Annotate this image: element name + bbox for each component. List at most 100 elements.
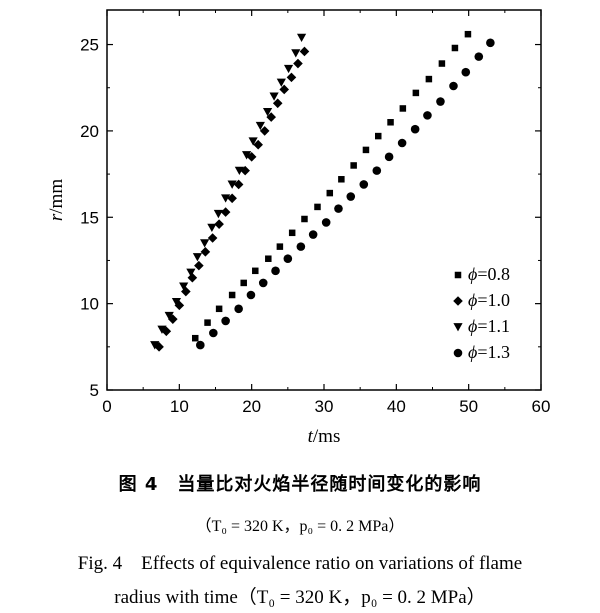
data-point-triangle-down (296, 33, 307, 43)
x-tick-label: 50 (459, 397, 478, 416)
legend-value: =1.1 (477, 316, 510, 336)
data-point-triangle-down (291, 49, 301, 58)
data-point-circle (397, 138, 407, 148)
data-point-circle (283, 254, 293, 264)
data-point-diamond (279, 84, 290, 95)
x-tick-label: 30 (315, 397, 334, 416)
data-point-diamond (181, 286, 191, 297)
data-point-circle (423, 111, 432, 120)
data-point-triangle-down (234, 166, 244, 176)
legend-symbol: ϕ (468, 342, 477, 362)
series-layer (150, 30, 495, 352)
data-point-square (314, 203, 321, 211)
legend-label: ϕ=1.3 (468, 342, 510, 362)
data-point-circle (486, 38, 495, 48)
data-point-diamond (168, 314, 178, 324)
data-point-diamond (227, 193, 237, 204)
data-point-square (412, 89, 420, 97)
data-point-circle (410, 124, 420, 134)
data-point-triangle-down (186, 268, 196, 277)
y-tick-label: 20 (80, 122, 99, 141)
data-point-diamond (207, 233, 218, 243)
data-point-square (240, 279, 247, 287)
data-point-triangle-down (164, 311, 174, 321)
data-point-square (288, 229, 296, 237)
data-point-circle (209, 328, 218, 338)
data-point-triangle-down (192, 253, 203, 262)
data-point-circle (258, 278, 268, 288)
y-tick-label: 5 (90, 381, 99, 400)
data-point-triangle-down (276, 78, 286, 87)
data-point-triangle-down (242, 151, 252, 160)
data-point-circle (436, 97, 445, 106)
legend-marker-circle (453, 348, 463, 358)
x-tick-label: 20 (242, 397, 261, 416)
data-point-square (338, 176, 345, 183)
data-point-diamond (200, 247, 211, 257)
legend-value: =1.0 (477, 290, 510, 310)
data-point-diamond (214, 219, 224, 229)
data-point-square (375, 132, 382, 140)
data-point-square (362, 146, 370, 154)
data-point-triangle-down (227, 180, 237, 189)
data-point-triangle-down (213, 209, 223, 219)
data-point-triangle-down (262, 107, 273, 117)
data-point-triangle-down (200, 239, 210, 248)
figure-caption-chinese: 图 4 当量比对火焰半径随时间变化的影响 (118, 474, 482, 495)
data-point-diamond (194, 260, 204, 271)
data-point-triangle-down (150, 341, 160, 350)
data-point-circle (372, 166, 382, 175)
legend-symbol: ϕ (468, 290, 477, 310)
data-point-square (252, 267, 259, 275)
data-point-diamond (220, 207, 231, 217)
data-point-square (265, 255, 272, 262)
x-tick-label: 0 (102, 397, 111, 416)
legend: ϕ=0.8ϕ=1.0ϕ=1.1ϕ=1.3 (453, 264, 510, 362)
data-point-circle (234, 304, 243, 314)
data-point-circle (359, 180, 369, 189)
data-point-diamond (299, 46, 310, 57)
axis-ticks (106, 10, 542, 391)
data-point-square (399, 105, 407, 112)
data-point-diamond (240, 165, 250, 176)
series-triangle-down (150, 33, 307, 350)
y-axis-label: r/mm (46, 179, 67, 221)
y-tick-label: 25 (80, 36, 99, 55)
data-point-square (301, 215, 308, 223)
data-point-circle (346, 192, 356, 201)
data-point-circle (296, 242, 306, 251)
legend-marker-triangle-down (453, 323, 463, 332)
legend-label: ϕ=0.8 (468, 264, 510, 284)
data-point-square (276, 243, 284, 250)
data-point-square (215, 305, 223, 313)
data-point-circle (308, 230, 318, 239)
data-point-circle (321, 218, 331, 227)
legend-marker-square (454, 271, 462, 279)
axis-tick-labels: 0 10 20 30 40 50 60 5 10 15 20 25 (80, 36, 550, 416)
data-point-triangle-down (221, 194, 231, 203)
data-point-diamond (161, 326, 172, 337)
data-point-square (464, 30, 472, 38)
legend-entry: ϕ=1.3 (453, 342, 510, 362)
x-tick-label: 40 (387, 397, 406, 416)
data-point-square (326, 189, 334, 197)
series-diamond (154, 46, 310, 352)
x-axis-var: t (308, 426, 314, 447)
data-point-triangle-down (283, 64, 294, 74)
data-point-triangle-down (269, 92, 279, 101)
data-point-square (438, 60, 446, 67)
legend-value: =1.3 (477, 342, 510, 362)
data-point-square (191, 334, 199, 342)
legend-value: =0.8 (477, 264, 510, 284)
data-point-square (228, 291, 236, 299)
y-axis-var: r (46, 213, 67, 221)
data-point-diamond (266, 112, 276, 122)
legend-entry: ϕ=0.8 (454, 264, 510, 284)
data-point-diamond (187, 272, 198, 283)
data-point-triangle-down (248, 137, 258, 146)
data-point-circle (196, 340, 205, 350)
data-point-triangle-down (255, 121, 265, 131)
data-point-diamond (259, 126, 270, 136)
data-point-circle (461, 67, 471, 77)
